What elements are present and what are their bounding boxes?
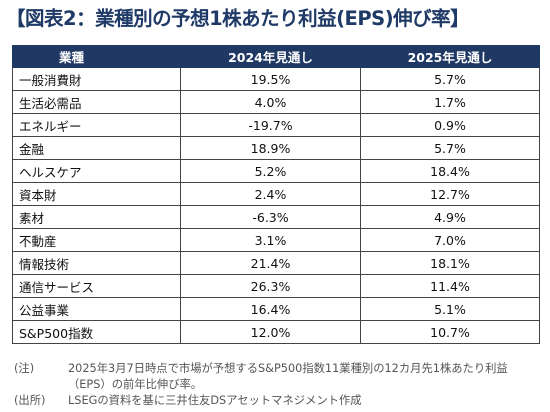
sector-name: 情報技術 <box>12 251 181 275</box>
value-2024: 19.5% <box>180 67 361 91</box>
value-2024: 2.4% <box>180 182 361 206</box>
value-2024: -6.3% <box>180 205 361 229</box>
sector-name: 生活必需品 <box>12 90 181 114</box>
value-2025: 5.1% <box>360 297 540 321</box>
eps-growth-table: 業種 2024年見通し 2025年見通し 一般消費財 19.5% 5.7% 生活… <box>12 45 540 344</box>
table-row: S&P500指数 12.0% 10.7% <box>12 320 540 344</box>
eps-table-container: 業種 2024年見通し 2025年見通し 一般消費財 19.5% 5.7% 生活… <box>12 45 540 344</box>
table-row: 素材 -6.3% 4.9% <box>12 205 540 229</box>
value-2024: 12.0% <box>180 320 361 344</box>
table-row: 公益事業 16.4% 5.1% <box>12 297 540 321</box>
value-2025: 5.7% <box>360 67 540 91</box>
table-row: ヘルスケア 5.2% 18.4% <box>12 159 540 183</box>
value-2025: 10.7% <box>360 320 540 344</box>
table-row: 生活必需品 4.0% 1.7% <box>12 90 540 114</box>
value-2025: 7.0% <box>360 228 540 252</box>
sector-name: 公益事業 <box>12 297 181 321</box>
value-2025: 0.9% <box>360 113 540 137</box>
table-row: 通信サービス 26.3% 11.4% <box>12 274 540 298</box>
value-2025: 12.7% <box>360 182 540 206</box>
sector-name: S&P500指数 <box>12 320 181 344</box>
table-row: 金融 18.9% 5.7% <box>12 136 540 160</box>
sector-name: 金融 <box>12 136 181 160</box>
table-row: 一般消費財 19.5% 5.7% <box>12 67 540 91</box>
value-2024: 5.2% <box>180 159 361 183</box>
value-2025: 18.4% <box>360 159 540 183</box>
table-row: 不動産 3.1% 7.0% <box>12 228 540 252</box>
sector-name: 資本財 <box>12 182 181 206</box>
value-2024: 3.1% <box>180 228 361 252</box>
value-2024: 16.4% <box>180 297 361 321</box>
sector-name: ヘルスケア <box>12 159 181 183</box>
source-tag: (出所) <box>14 394 46 407</box>
sector-name: 不動産 <box>12 228 181 252</box>
header-2024-outlook: 2024年見通し <box>180 45 361 68</box>
sector-name: 一般消費財 <box>12 67 181 91</box>
header-sector: 業種 <box>12 45 181 68</box>
footnotes: (注) 2025年3月7日時点で市場が予想するS&P500指数11業種別の12カ… <box>14 361 544 409</box>
value-2024: 18.9% <box>180 136 361 160</box>
value-2025: 4.9% <box>360 205 540 229</box>
sector-name: 素材 <box>12 205 181 229</box>
value-2025: 1.7% <box>360 90 540 114</box>
value-2024: 4.0% <box>180 90 361 114</box>
value-2024: 21.4% <box>180 251 361 275</box>
table-row: エネルギー -19.7% 0.9% <box>12 113 540 137</box>
page-title: 【図表2：業種別の予想1株あたり利益(EPS)伸び率】 <box>6 7 470 30</box>
table-row: 情報技術 21.4% 18.1% <box>12 251 540 275</box>
sector-name: エネルギー <box>12 113 181 137</box>
note-tag: (注) <box>14 362 35 375</box>
sector-name: 通信サービス <box>12 274 181 298</box>
table-header-row: 業種 2024年見通し 2025年見通し <box>12 45 540 68</box>
source-row: (出所) LSEGの資料を基に三井住友DSアセットマネジメント作成 <box>14 393 544 409</box>
table-row: 資本財 2.4% 12.7% <box>12 182 540 206</box>
value-2025: 5.7% <box>360 136 540 160</box>
note-text: 2025年3月7日時点で市場が予想するS&P500指数11業種別の12カ月先1株… <box>68 362 508 391</box>
value-2024: 26.3% <box>180 274 361 298</box>
header-2025-outlook: 2025年見通し <box>360 45 540 68</box>
value-2025: 18.1% <box>360 251 540 275</box>
value-2025: 11.4% <box>360 274 540 298</box>
value-2024: -19.7% <box>180 113 361 137</box>
note-row: (注) 2025年3月7日時点で市場が予想するS&P500指数11業種別の12カ… <box>14 361 544 393</box>
source-text: LSEGの資料を基に三井住友DSアセットマネジメント作成 <box>68 394 362 407</box>
